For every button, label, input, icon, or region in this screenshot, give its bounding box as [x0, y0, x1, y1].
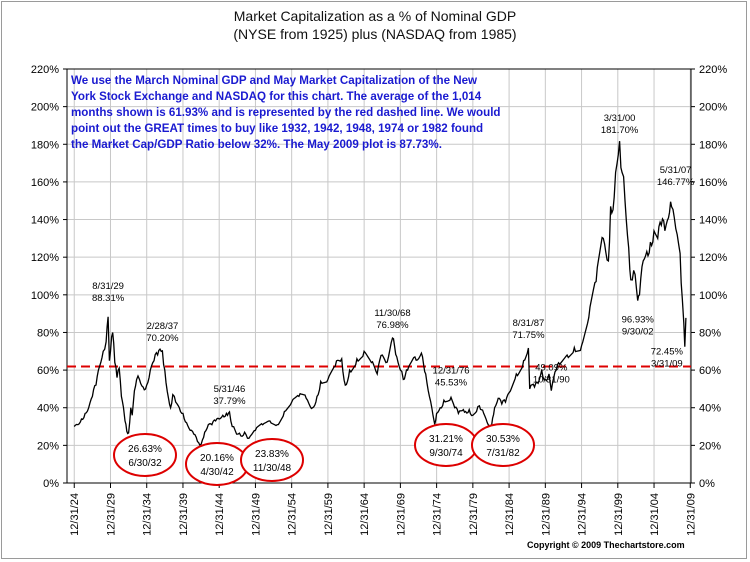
plot-area — [66, 68, 692, 484]
chart-title: Market Capitalization as a % of Nominal … — [233, 8, 517, 24]
annotation-value: 88.31% — [92, 293, 125, 304]
annotation-value: 76.98% — [376, 320, 409, 331]
x-tick-label: 12/31/74 — [432, 493, 444, 536]
x-tick-label: 12/31/79 — [468, 493, 480, 536]
annotation-date: 7/31/82 — [486, 448, 520, 459]
annotation-date: 5/31/46 — [214, 384, 246, 395]
annotation-date: 10/31/90 — [533, 375, 570, 386]
y-tick-label: 20% — [37, 440, 59, 452]
low-point-circle — [113, 433, 177, 477]
annotation-date: 8/31/29 — [92, 281, 124, 292]
x-tick-label: 12/31/39 — [178, 493, 190, 536]
annotation-date: 4/30/42 — [200, 467, 234, 478]
annotation-value: 71.75% — [512, 330, 545, 341]
y-tick-label-right: 180% — [699, 139, 727, 151]
y-tick-label-right: 60% — [699, 365, 721, 377]
y-axis: 0% 0% 20% 20% 40% 40% 60% 60% 80% 80% 100% 100% 120%… — [31, 64, 727, 490]
annotation-date: 3/31/09 — [651, 359, 683, 370]
chart-subtitle: (NYSE from 1925) plus (NASDAQ from 1985) — [233, 26, 517, 42]
annotation-value: 96.93% — [622, 315, 655, 326]
low-point-circle — [414, 423, 478, 467]
x-tick-label: 12/31/49 — [250, 493, 262, 536]
y-tick-label-right: 40% — [699, 403, 721, 415]
y-tick-label-right: 20% — [699, 440, 721, 452]
low-point-circle — [471, 423, 535, 467]
y-tick-label-right: 220% — [699, 64, 727, 76]
y-tick-label: 220% — [31, 64, 59, 76]
y-tick-label: 180% — [31, 139, 59, 151]
y-tick-label-right: 120% — [699, 252, 727, 264]
annotation-date: 8/31/87 — [513, 318, 545, 329]
x-tick-label: 12/31/54 — [287, 493, 299, 536]
x-tick-label: 12/31/64 — [359, 493, 371, 536]
y-tick-label-right: 200% — [699, 102, 727, 114]
annotation-date: 5/31/07 — [660, 165, 692, 176]
y-tick-label: 140% — [31, 215, 59, 227]
annotation-value: 30.53% — [486, 434, 520, 445]
y-tick-label-right: 0% — [699, 478, 715, 490]
x-tick-label: 12/31/84 — [504, 493, 516, 536]
annotation-value: 23.83% — [255, 449, 289, 460]
y-tick-label: 40% — [37, 403, 59, 415]
annotation-date: 2/28/37 — [147, 321, 179, 332]
x-tick-label: 12/31/04 — [649, 493, 661, 536]
annotation-value: 31.21% — [429, 434, 463, 445]
low-point-circle — [240, 438, 304, 482]
y-tick-label: 0% — [43, 478, 59, 490]
y-tick-label-right: 80% — [699, 327, 721, 339]
x-tick-label: 12/31/94 — [577, 493, 589, 536]
annotation-date: 6/30/32 — [128, 458, 162, 469]
annotation-value: 70.20% — [146, 333, 179, 344]
x-tick-label: 12/31/99 — [613, 493, 625, 536]
y-tick-label-right: 100% — [699, 290, 727, 302]
y-tick-label-right: 160% — [699, 177, 727, 189]
annotation-date: 9/30/74 — [429, 448, 463, 459]
note-box: We use the March Nominal GDP and May Mar… — [71, 74, 501, 151]
copyright-text: Copyright © 2009 Thechartstore.com — [527, 540, 685, 550]
y-tick-label: 100% — [31, 290, 59, 302]
x-tick-label: 12/31/09 — [685, 493, 697, 536]
x-tick-label: 12/31/69 — [395, 493, 407, 536]
annotation-value: 72.45% — [651, 347, 684, 358]
x-tick-label: 12/31/89 — [540, 493, 552, 536]
annotation-value: 20.16% — [200, 453, 234, 464]
annotation-date: 3/31/00 — [604, 113, 636, 124]
annotation-value: 181.70% — [601, 125, 639, 136]
y-tick-label: 200% — [31, 102, 59, 114]
y-tick-label-right: 140% — [699, 215, 727, 227]
y-tick-label: 120% — [31, 252, 59, 264]
chart-note: We use the March Nominal GDP and May Mar… — [71, 74, 501, 151]
x-tick-label: 12/31/24 — [69, 493, 81, 536]
x-tick-label: 12/31/44 — [214, 493, 226, 536]
y-tick-label: 160% — [31, 177, 59, 189]
y-tick-label: 80% — [37, 327, 59, 339]
grid-lines — [67, 69, 691, 483]
x-tick-label: 12/31/34 — [142, 493, 154, 536]
low-point-circle — [185, 442, 249, 486]
annotation-date: 9/30/02 — [622, 327, 654, 338]
annotation-value: 37.79% — [213, 396, 246, 407]
annotation-value: 26.63% — [128, 444, 162, 455]
annotation-date: 12/31/76 — [433, 365, 470, 376]
annotation-date: 11/30/48 — [253, 463, 292, 474]
annotation-value: 49.09% — [535, 363, 568, 374]
series-line — [73, 141, 687, 447]
x-tick-label: 12/31/29 — [105, 493, 117, 536]
y-tick-label: 60% — [37, 365, 59, 377]
annotation-date: 11/30/68 — [374, 308, 410, 319]
annotation-value: 146.77% — [657, 177, 695, 188]
x-axis: 12/31/24 12/31/29 12/31/34 12/31/39 12/31/44… — [69, 483, 697, 536]
x-tick-label: 12/31/59 — [323, 493, 335, 536]
annotation-value: 45.53% — [435, 377, 468, 388]
